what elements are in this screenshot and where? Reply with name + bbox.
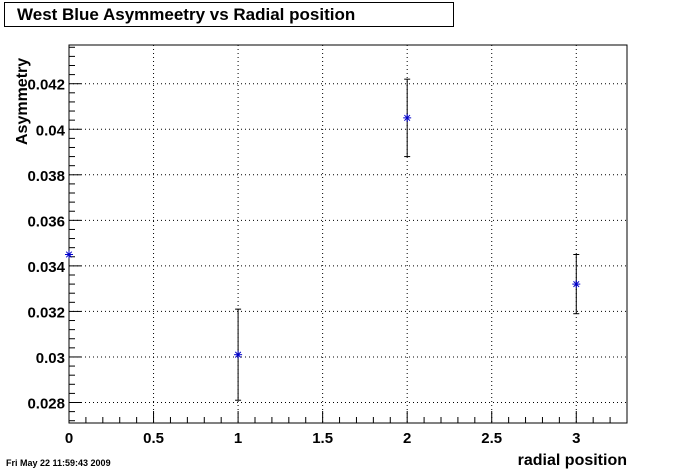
x-tick-label: 2 <box>403 430 411 447</box>
y-tick-label: 0.038 <box>27 168 65 185</box>
timestamp: Fri May 22 11:59:43 2009 <box>6 458 111 468</box>
y-axis-label: Asymmetry <box>14 57 31 145</box>
y-tick-label: 0.042 <box>27 77 65 94</box>
y-tick-label: 0.028 <box>27 396 65 413</box>
x-axis-label: radial position <box>517 452 627 469</box>
x-tick-label: 0.5 <box>143 430 164 447</box>
y-tick-label: 0.032 <box>27 304 65 321</box>
plot-frame <box>68 44 628 424</box>
x-tick-label: 3 <box>572 430 580 447</box>
chart-title: West Blue Asymmeetry vs Radial position <box>17 5 356 24</box>
y-tick-label: 0.04 <box>36 122 66 139</box>
chart-title-box: West Blue Asymmeetry vs Radial position <box>4 2 454 27</box>
x-tick-label: 0 <box>65 430 73 447</box>
x-tick-label: 2.5 <box>481 430 502 447</box>
y-tick-label: 0.034 <box>27 259 65 276</box>
y-tick-label: 0.036 <box>27 213 65 230</box>
data-point <box>234 350 243 359</box>
x-tick-label: 1 <box>234 430 242 447</box>
y-tick-label: 0.03 <box>36 350 65 367</box>
x-tick-label: 1.5 <box>312 430 333 447</box>
data-point <box>403 113 412 122</box>
data-point <box>572 280 581 289</box>
data-point <box>65 250 73 259</box>
